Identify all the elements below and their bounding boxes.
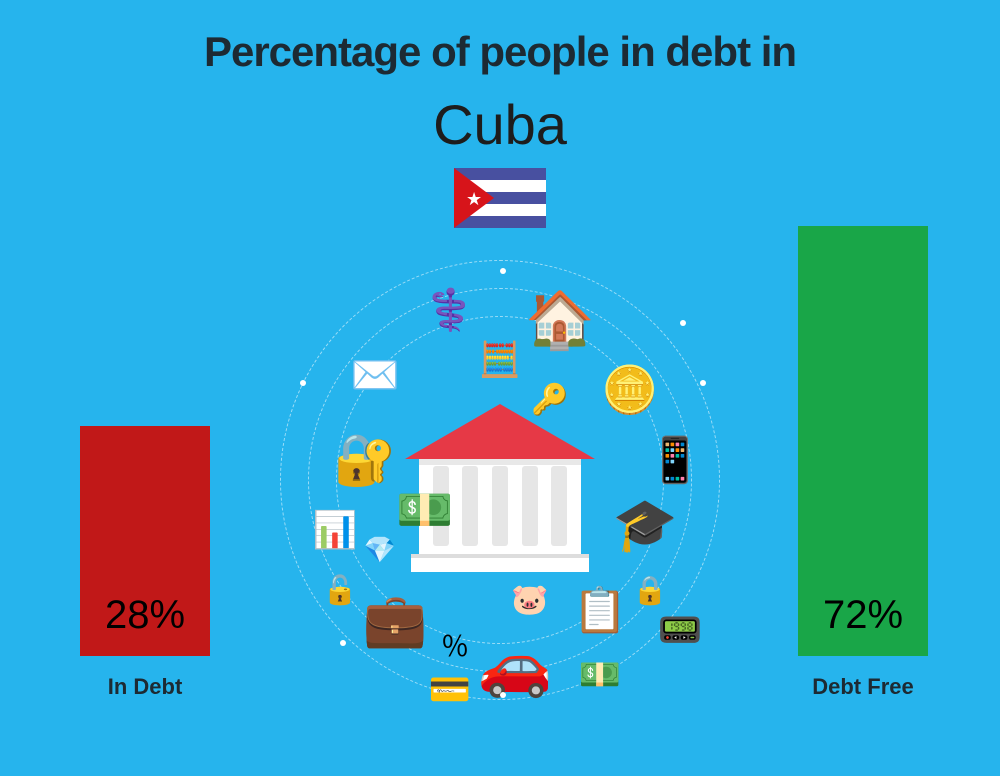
padlock-icon: 🔓 (323, 574, 358, 607)
barchart-icon: 📊 (313, 509, 358, 551)
percent-icon: ％ (441, 625, 469, 665)
svg-text:★: ★ (466, 189, 482, 209)
page-subtitle: Cuba (0, 92, 1000, 157)
cash-icon: 💵 (396, 483, 453, 538)
orbit-dot-icon (340, 640, 346, 646)
bar-debt-free: 72% Debt Free (798, 226, 928, 700)
key-icon: 🔑 (531, 383, 568, 418)
caduceus-icon: ⚕️ (425, 287, 475, 334)
envelope-icon: ✉️ (350, 352, 400, 399)
bar-debt-free-value: 72% (798, 593, 928, 638)
calculator-icon: 🧮 (479, 340, 521, 380)
bar-in-debt-rect: 28% (80, 426, 210, 656)
money-icon: 💵 (579, 655, 621, 695)
orbit-dot-icon (500, 268, 506, 274)
bar-in-debt-value: 28% (80, 593, 210, 638)
piggy-icon: 🐷 (511, 583, 548, 618)
calc2-icon: 📟 (658, 609, 703, 651)
orbit-dot-icon (500, 692, 506, 698)
clipboard-icon: 📋 (573, 584, 628, 636)
card-icon: 💳 (429, 670, 471, 710)
bar-in-debt: 28% In Debt (80, 426, 210, 700)
page-title: Percentage of people in debt in (0, 28, 1000, 76)
finance-icon-cluster: 🏠⚕️🧮✉️🔑🪙🔐📱📊💵🎓💎🔓💼🐷📋🔒📟％🚗💵💳 (280, 260, 720, 700)
safe-icon: 🔐 (334, 431, 396, 490)
cuba-flag-icon: ★ (454, 168, 546, 228)
bar-debt-free-label: Debt Free (798, 674, 928, 700)
orbit-dot-icon (680, 320, 686, 326)
diamond-icon: 💎 (364, 535, 396, 566)
gradcap-icon: 🎓 (613, 495, 678, 556)
orbit-dot-icon (300, 380, 306, 386)
briefcase-icon: 💼 (363, 590, 428, 651)
lock-icon: 🔒 (633, 574, 668, 607)
orbit-dot-icon (700, 380, 706, 386)
bar-in-debt-label: In Debt (80, 674, 210, 700)
bar-debt-free-rect: 72% (798, 226, 928, 656)
car-icon: 🚗 (478, 630, 553, 701)
phone-icon: 📱 (648, 434, 703, 486)
coins-icon: 🪙 (601, 363, 658, 418)
house-icon: 🏠 (525, 287, 595, 353)
